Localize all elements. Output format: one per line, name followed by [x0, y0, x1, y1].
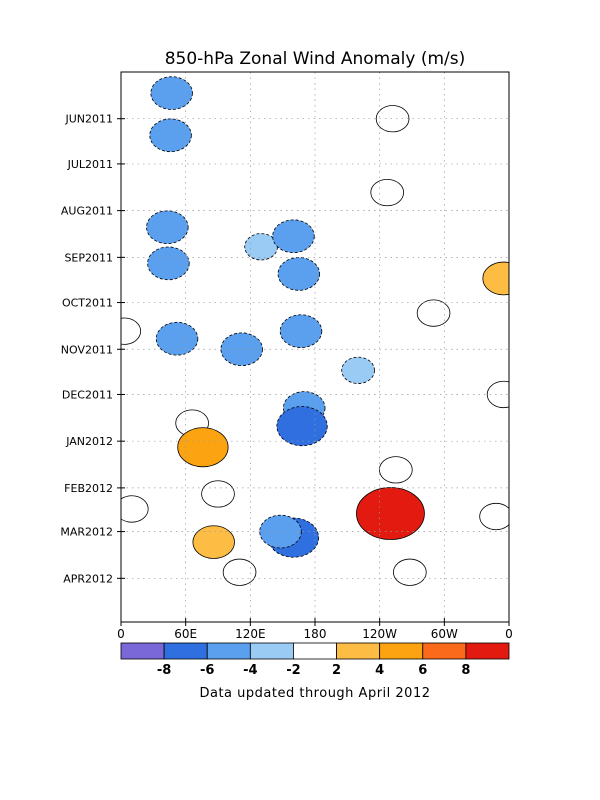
anomaly-patch	[147, 246, 190, 281]
anomaly-patch	[276, 406, 328, 447]
anomaly-patch	[393, 558, 427, 586]
chart-title: 850-hPa Zonal Wind Anomaly (m/s)	[165, 49, 466, 69]
colorbar-bin	[422, 642, 467, 660]
colorbar-bin	[293, 642, 337, 660]
anomaly-patch	[146, 210, 189, 245]
anomaly-patch	[149, 118, 192, 153]
anomaly-patch	[121, 495, 149, 523]
colorbar-bin	[336, 642, 381, 660]
colorbar-bin	[120, 642, 165, 660]
anomaly-field	[121, 76, 509, 586]
colorbar-bin	[163, 642, 208, 660]
x-axis: 0 60E 120E 180 120W 60W 0	[117, 618, 513, 641]
anomaly-patch	[177, 427, 229, 468]
anomaly-patch	[192, 525, 235, 559]
y-tick-label: AUG2011	[61, 205, 113, 218]
colorbar-bin	[206, 642, 251, 660]
anomaly-patch	[341, 356, 375, 384]
anomaly-patch	[379, 456, 413, 484]
colorbar-bin	[379, 642, 424, 660]
anomaly-patch	[370, 178, 405, 207]
anomaly-patch	[482, 261, 509, 296]
anomaly-patch	[277, 257, 321, 291]
x-tick-label: 0	[117, 627, 125, 641]
anomaly-patch	[356, 487, 425, 540]
gridlines	[121, 72, 509, 622]
x-tick-label: 60W	[431, 627, 458, 641]
y-tick-label: JUL2011	[67, 158, 113, 171]
anomaly-patch	[416, 299, 451, 327]
colorbar-label: 6	[418, 663, 427, 678]
x-tick-label: 120W	[362, 627, 397, 641]
anomaly-patch	[479, 502, 509, 531]
y-tick-label: SEP2011	[64, 251, 113, 264]
x-tick-label: 0	[505, 627, 513, 641]
colorbar-label: -8	[157, 663, 171, 678]
anomaly-patch	[201, 480, 235, 508]
y-tick-label: JAN2012	[65, 435, 113, 448]
colorbar-label: 4	[375, 663, 384, 678]
anomaly-patch	[121, 317, 142, 345]
colorbar-bin	[465, 642, 510, 660]
anomaly-patch	[486, 380, 509, 409]
colorbar-label: 8	[461, 663, 470, 678]
colorbar-label: -2	[286, 663, 300, 678]
data-update-note: Data updated through April 2012	[199, 686, 430, 701]
y-tick-label: MAR2012	[60, 526, 113, 539]
x-tick-label: 180	[304, 627, 327, 641]
y-tick-label: JUN2011	[64, 113, 113, 126]
y-axis: JUN2011 JUL2011 AUG2011 SEP2011 OCT2011 NOV20…	[60, 113, 125, 585]
y-tick-label: DEC2011	[62, 388, 113, 401]
y-tick-label: OCT2011	[62, 297, 113, 310]
anomaly-patch	[155, 321, 199, 356]
x-tick-label: 120E	[235, 627, 266, 641]
colorbar-bin	[249, 642, 294, 660]
y-tick-label: FEB2012	[64, 482, 113, 495]
colorbar-label: -6	[200, 663, 214, 678]
y-tick-label: APR2012	[63, 572, 113, 585]
anomaly-patch	[272, 219, 315, 254]
anomaly-patch	[150, 76, 193, 110]
colorbar-label: -4	[243, 663, 257, 678]
colorbar: -8 -6 -4 -2 2 4 6 8	[120, 642, 510, 678]
anomaly-patch	[375, 105, 410, 133]
colorbar-label: 2	[332, 663, 341, 678]
anomaly-patch	[220, 332, 263, 367]
y-tick-label: NOV2011	[61, 343, 113, 356]
anomaly-patch	[279, 314, 323, 348]
anomaly-patch	[222, 558, 257, 586]
x-tick-label: 60E	[174, 627, 197, 641]
